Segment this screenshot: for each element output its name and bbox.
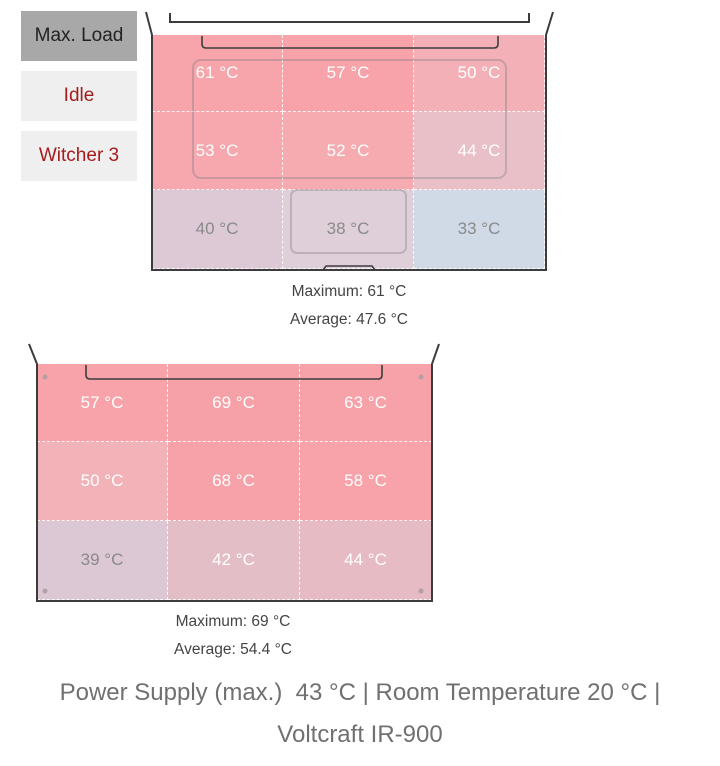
bottom-cell-r3c1: 39 °C <box>37 521 168 600</box>
bottom-cell-r3c3: 44 °C <box>300 521 432 600</box>
footer-line-1: Power Supply (max.) 43 °C | Room Tempera… <box>59 679 661 706</box>
bottom-cell-r2c1: 50 °C <box>37 442 168 521</box>
top-cell-r3c1: 40 °C <box>152 190 283 269</box>
top-cell-r2c3: 44 °C <box>414 112 545 190</box>
witcher-3-button[interactable]: Witcher 3 <box>21 131 137 181</box>
top-average: Average: 47.6 °C <box>290 311 408 328</box>
bottom-cell-r1c2: 69 °C <box>168 364 300 442</box>
bottom-cell-r3c2: 42 °C <box>168 521 300 600</box>
top-cell-r2c1: 53 °C <box>152 112 283 190</box>
top-maximum: Maximum: 61 °C <box>291 283 407 300</box>
top-stats: Maximum: 61 °C Average: 47.6 °C <box>249 278 449 334</box>
bottom-cell-r1c1: 57 °C <box>37 364 168 442</box>
top-cell-r3c2: 38 °C <box>283 190 414 269</box>
top-cell-r2c2: 52 °C <box>283 112 414 190</box>
idle-button[interactable]: Idle <box>21 71 137 121</box>
bottom-heatmap: 57 °C 69 °C 63 °C 50 °C 68 °C 58 °C 39 °… <box>37 364 432 600</box>
max-load-button[interactable]: Max. Load <box>21 11 137 61</box>
footer-line-2: Voltcraft IR-900 <box>277 721 443 748</box>
bottom-cell-r1c3: 63 °C <box>300 364 432 442</box>
top-cell-r1c3: 50 °C <box>414 35 545 112</box>
bottom-average: Average: 54.4 °C <box>174 641 292 658</box>
top-cell-r1c1: 61 °C <box>152 35 283 112</box>
bottom-maximum: Maximum: 69 °C <box>175 613 291 630</box>
bottom-stats: Maximum: 69 °C Average: 54.4 °C <box>133 608 333 664</box>
bottom-cell-r2c3: 58 °C <box>300 442 432 521</box>
top-cell-r3c3: 33 °C <box>414 190 545 269</box>
top-heatmap: 61 °C 57 °C 50 °C 53 °C 52 °C 44 °C 40 °… <box>152 35 545 269</box>
top-cell-r1c2: 57 °C <box>283 35 414 112</box>
bottom-cell-r2c2: 68 °C <box>168 442 300 521</box>
footer-caption: Power Supply (max.) 43 °C | Room Tempera… <box>0 672 720 756</box>
